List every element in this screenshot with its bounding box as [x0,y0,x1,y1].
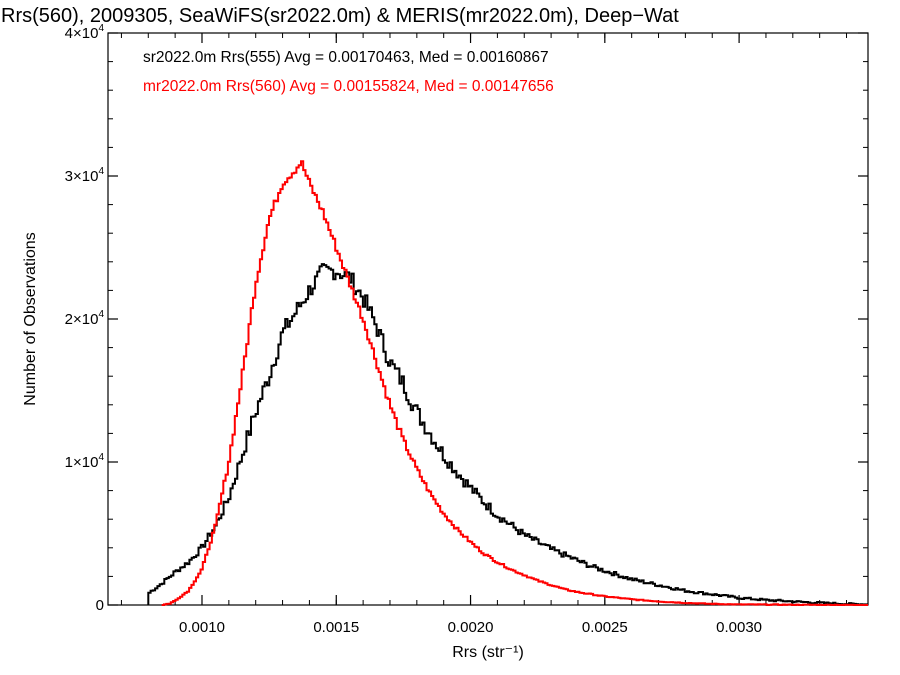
y-tick-label: 4×104 [65,23,105,42]
y-tick-label: 3×104 [65,166,105,185]
y-tick-label: 2×104 [65,309,105,328]
y-tick-label: 1×104 [65,452,105,471]
legend: sr2022.0m Rrs(555) Avg = 0.00170463, Med… [143,49,554,95]
meris-histogram-line [161,160,868,606]
x-tick-label: 0.0010 [179,619,225,636]
x-tick-label: 0.0030 [716,619,762,636]
series-layer [147,160,869,606]
y-axis-label: Number of Observations [22,232,39,405]
x-tick-label: 0.0025 [582,619,628,636]
seawifs-histogram-line [147,263,869,606]
legend-entry-seawifs: sr2022.0m Rrs(555) Avg = 0.00170463, Med… [143,49,549,66]
x-axis: 0.0010 0.0015 0.0020 0.0025 0.0030 [120,33,848,636]
x-tick-label: 0.0020 [448,619,494,636]
chart-title: Rrs(560), 2009305, SeaWiFS(sr2022.0m) & … [1,5,679,27]
y-tick-label: 0 [96,597,104,614]
x-tick-label: 0.0015 [313,619,359,636]
x-axis-label: Rrs (str⁻¹) [452,644,524,661]
y-axis: 0 1×104 2×104 3×104 4×104 [65,23,868,614]
plot-area: 0 1×104 2×104 3×104 4×104 0.0010 0.0015 0.0020… [65,23,869,636]
legend-entry-meris: mr2022.0m Rrs(560) Avg = 0.00155824, Med… [143,78,554,95]
